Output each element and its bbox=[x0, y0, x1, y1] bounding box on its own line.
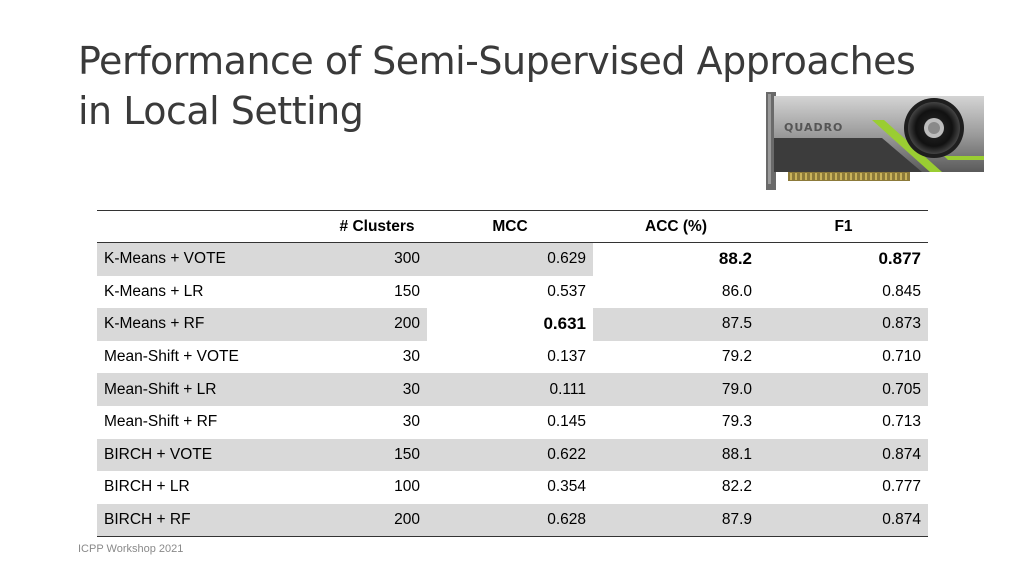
acc-cell: 82.2 bbox=[721, 478, 752, 496]
table-row: K-Means + RF 200 0.631 87.5 0.873 bbox=[97, 308, 928, 341]
results-table: # Clusters MCC ACC (%) F1 K-Means + VOTE… bbox=[97, 210, 928, 538]
title-line-2: in Local Setting bbox=[78, 89, 364, 133]
acc-cell: 87.5 bbox=[593, 308, 759, 341]
header-mcc: MCC bbox=[427, 210, 593, 243]
table-row: Mean-Shift + LR 30 0.111 79.0 0.705 bbox=[97, 373, 928, 406]
f1-cell: 0.874 bbox=[759, 438, 928, 472]
title-line-1: Performance of Semi-Supervised Approache… bbox=[78, 39, 916, 83]
method-cell: K-Means + LR bbox=[104, 282, 204, 300]
acc-cell: 79.3 bbox=[721, 413, 752, 431]
table-row: Mean-Shift + RF 30 0.145 79.3 0.713 bbox=[97, 406, 928, 439]
table-header-row: # Clusters MCC ACC (%) F1 bbox=[97, 210, 928, 243]
method-cell: Mean-Shift + VOTE bbox=[104, 348, 239, 366]
f1-cell: 0.777 bbox=[882, 478, 921, 496]
table-row: BIRCH + RF 200 0.628 87.9 0.874 bbox=[97, 503, 928, 538]
f1-cell: 0.705 bbox=[759, 373, 928, 406]
header-acc: ACC (%) bbox=[593, 210, 759, 243]
clusters-cell: 100 bbox=[394, 478, 420, 496]
clusters-cell: 150 bbox=[394, 282, 420, 300]
mcc-cell: 0.622 bbox=[427, 438, 593, 472]
table-row: BIRCH + LR 100 0.354 82.2 0.777 bbox=[97, 471, 928, 504]
f1-cell-best: 0.877 bbox=[759, 242, 928, 276]
clusters-cell: 300 bbox=[327, 242, 427, 276]
mcc-cell-best: 0.631 bbox=[427, 308, 593, 341]
mcc-cell: 0.111 bbox=[427, 373, 593, 406]
acc-cell: 79.0 bbox=[593, 373, 759, 406]
acc-cell: 87.9 bbox=[593, 503, 759, 538]
pcie-connector bbox=[788, 172, 910, 181]
clusters-cell: 30 bbox=[327, 373, 427, 406]
mcc-cell: 0.628 bbox=[427, 503, 593, 538]
mcc-cell: 0.537 bbox=[547, 282, 586, 300]
clusters-cell: 30 bbox=[402, 348, 420, 366]
method-cell: BIRCH + LR bbox=[104, 478, 190, 496]
accent-stripe bbox=[872, 120, 942, 172]
mcc-cell: 0.354 bbox=[547, 478, 586, 496]
table-row: BIRCH + VOTE 150 0.622 88.1 0.874 bbox=[97, 438, 928, 472]
method-cell: BIRCH + RF bbox=[97, 503, 327, 538]
table-row: Mean-Shift + VOTE 30 0.137 79.2 0.710 bbox=[97, 341, 928, 374]
f1-cell: 0.713 bbox=[882, 413, 921, 431]
method-cell: K-Means + VOTE bbox=[97, 242, 327, 276]
acc-cell: 86.0 bbox=[721, 282, 752, 300]
f1-cell: 0.845 bbox=[882, 282, 921, 300]
acc-cell-best: 88.2 bbox=[593, 242, 759, 276]
mcc-cell: 0.137 bbox=[547, 348, 586, 366]
table-row: K-Means + LR 150 0.537 86.0 0.845 bbox=[97, 276, 928, 309]
header-f1: F1 bbox=[759, 210, 928, 243]
gpu-label: QUADRO bbox=[784, 121, 843, 134]
clusters-cell: 200 bbox=[327, 308, 427, 341]
header-method bbox=[97, 210, 327, 243]
clusters-cell: 150 bbox=[327, 438, 427, 472]
mcc-cell: 0.145 bbox=[547, 413, 586, 431]
gpu-graphics-card-icon: QUADRO bbox=[766, 92, 984, 190]
f1-cell: 0.874 bbox=[759, 503, 928, 538]
clusters-cell: 200 bbox=[327, 503, 427, 538]
method-cell: BIRCH + VOTE bbox=[97, 438, 327, 472]
method-cell: Mean-Shift + RF bbox=[104, 413, 218, 431]
f1-cell: 0.710 bbox=[882, 348, 921, 366]
table-row: K-Means + VOTE 300 0.629 88.2 0.877 bbox=[97, 242, 928, 276]
f1-cell: 0.873 bbox=[759, 308, 928, 341]
header-clusters: # Clusters bbox=[327, 210, 427, 243]
slide-footer: ICPP Workshop 2021 bbox=[78, 543, 184, 555]
acc-cell: 88.1 bbox=[593, 438, 759, 472]
mcc-cell: 0.629 bbox=[427, 242, 593, 276]
clusters-cell: 30 bbox=[402, 413, 420, 431]
slide-title: Performance of Semi-Supervised Approache… bbox=[78, 36, 958, 136]
method-cell: K-Means + RF bbox=[97, 308, 327, 341]
acc-cell: 79.2 bbox=[721, 348, 752, 366]
method-cell: Mean-Shift + LR bbox=[97, 373, 327, 406]
